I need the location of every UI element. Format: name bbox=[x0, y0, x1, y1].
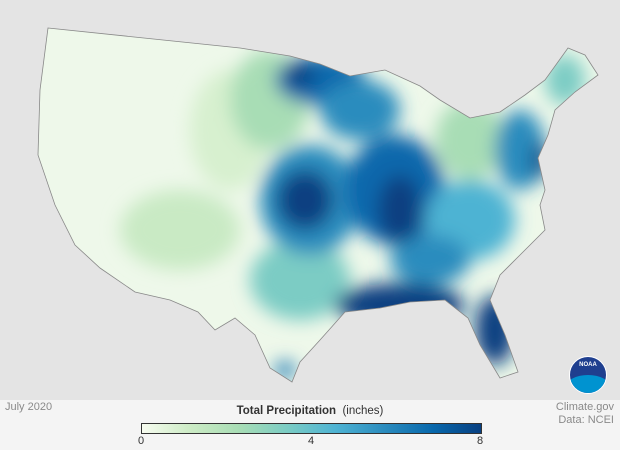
noaa-logo: NOAA bbox=[569, 356, 607, 394]
noaa-logo-wave bbox=[570, 375, 606, 393]
legend-title-text: Total Precipitation bbox=[236, 405, 337, 417]
source-credit: Climate.gov bbox=[555, 401, 614, 413]
date-label: July 2020 bbox=[5, 401, 53, 413]
legend-tick: 0 bbox=[137, 435, 145, 447]
noaa-logo-text: NOAA bbox=[579, 362, 597, 368]
legend-units: (inches) bbox=[342, 405, 384, 417]
credit: Climate.gov Data: NCEI bbox=[556, 401, 614, 427]
legend-tick: 4 bbox=[307, 435, 315, 447]
legend-color-bar bbox=[141, 423, 482, 434]
legend-title: Total Precipitation (inches) bbox=[0, 405, 620, 417]
legend-tick: 8 bbox=[476, 435, 484, 447]
data-credit: Data: NCEI bbox=[558, 414, 614, 426]
